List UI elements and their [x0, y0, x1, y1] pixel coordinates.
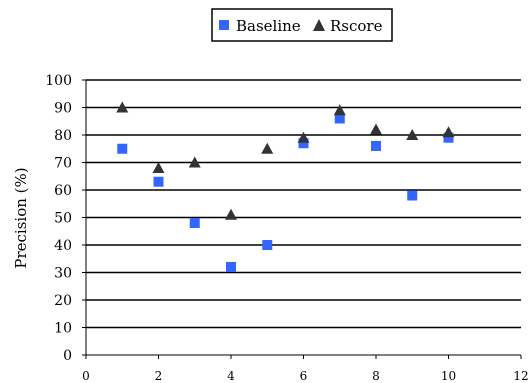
y-tick-label: 40 — [54, 238, 72, 254]
legend-rscore-marker — [313, 19, 325, 31]
rscore-point — [370, 123, 382, 135]
y-axis-title: Precision (%) — [12, 167, 30, 268]
rscore-point — [116, 101, 129, 113]
baseline-point — [153, 176, 164, 187]
x-tick-label: 8 — [372, 369, 380, 383]
y-tick-label: 100 — [45, 73, 72, 89]
legend: Baseline Rscore — [211, 8, 393, 42]
y-tick-label: 60 — [54, 183, 72, 199]
rscore-point — [188, 156, 201, 168]
baseline-point — [298, 138, 309, 149]
y-tick-label: 80 — [54, 128, 72, 144]
y-tick-label: 70 — [54, 156, 72, 172]
series-baseline — [117, 113, 454, 272]
x-tick-label: 2 — [155, 369, 163, 383]
rscore-point — [261, 142, 274, 154]
x-tick-label: 0 — [82, 369, 90, 383]
y-tick-label: 10 — [54, 321, 72, 337]
rscore-point — [152, 162, 165, 173]
legend-box — [211, 8, 393, 42]
rscore-point — [333, 104, 346, 116]
axes — [82, 79, 522, 359]
baseline-point — [371, 141, 381, 151]
x-tick-label: 10 — [441, 369, 456, 383]
y-tick-label: 90 — [54, 101, 72, 117]
y-gridlines — [86, 79, 521, 329]
rscore-point — [297, 131, 310, 143]
baseline-point — [189, 218, 200, 228]
baseline-point — [117, 143, 128, 154]
x-tick-labels: 0 2 4 6 8 10 12 — [82, 369, 528, 383]
legend-baseline-marker — [219, 20, 229, 30]
legend-rscore-label: Rscore — [330, 17, 383, 35]
x-tick-label: 4 — [227, 369, 235, 383]
rscore-point — [442, 126, 455, 138]
series-rscore — [116, 101, 455, 220]
x-tick-label: 12 — [513, 369, 528, 383]
rscore-point — [225, 208, 237, 220]
rscore-point — [406, 129, 419, 140]
baseline-point — [226, 262, 236, 272]
baseline-point — [334, 113, 345, 124]
baseline-point — [407, 190, 418, 201]
baseline-point — [262, 240, 273, 250]
y-tick-label: 20 — [54, 293, 72, 309]
y-tick-label: 0 — [63, 348, 72, 364]
legend-baseline-label: Baseline — [236, 17, 301, 35]
y-tick-label: 30 — [54, 266, 72, 282]
x-tick-label: 6 — [300, 369, 308, 383]
y-tick-label: 50 — [54, 211, 72, 227]
y-tick-labels: 0 10 20 30 40 50 60 70 80 90 100 — [45, 73, 72, 364]
baseline-point — [443, 132, 454, 143]
